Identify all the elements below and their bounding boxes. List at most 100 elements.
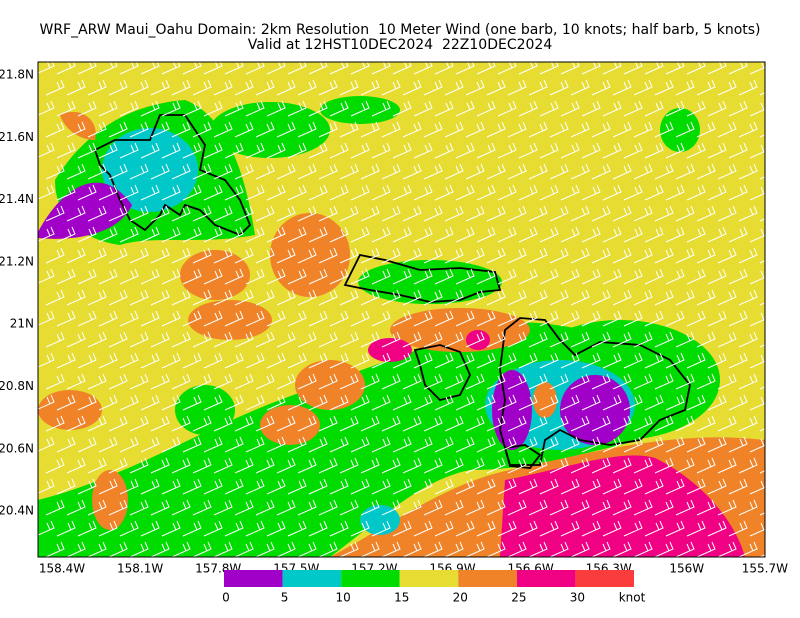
wind-barb [549, 121, 569, 138]
wind-barb [497, 184, 517, 201]
wind-barb [591, 541, 611, 557]
wind-barb [707, 394, 727, 411]
wind-barb [612, 163, 632, 180]
wind-speed-region [102, 128, 198, 212]
wind-barb [392, 226, 412, 243]
colorbar-label: 30 [570, 591, 585, 605]
wind-barb [87, 415, 107, 432]
wind-barb [287, 184, 307, 201]
wind-barb [644, 184, 664, 201]
wind-barb [518, 352, 538, 369]
wind-barb [171, 541, 191, 557]
wind-barb [360, 541, 380, 557]
wind-barb [665, 394, 685, 411]
wind-barb [140, 184, 160, 201]
wind-barb [150, 289, 170, 306]
wind-barb [161, 184, 181, 201]
wind-barb [360, 373, 380, 390]
wind-barb [707, 142, 727, 159]
wind-barb [644, 226, 664, 243]
wind-barb [602, 436, 622, 453]
wind-barb [192, 205, 212, 222]
wind-barb [287, 436, 307, 453]
wind-barb [612, 205, 632, 222]
wind-barb [371, 184, 391, 201]
wind-barb [781, 500, 799, 515]
wind-barb [612, 247, 632, 264]
wind-barb [161, 142, 181, 159]
wind-barb [749, 395, 765, 411]
wind-barb [518, 100, 538, 117]
wind-barb [497, 436, 517, 453]
wind-barb [675, 415, 695, 432]
x-tick-label: 158.4W [39, 562, 85, 576]
wind-barb [455, 184, 475, 201]
wind-barb [38, 352, 55, 368]
wind-barb [119, 226, 139, 243]
wind-barb [771, 227, 789, 242]
wind-barb [287, 142, 307, 159]
wind-barb [161, 226, 181, 243]
wind-barb [591, 457, 611, 474]
wind-barb [276, 331, 296, 348]
wind-barb [455, 436, 475, 453]
wind-barb [612, 331, 632, 348]
wind-speed-region [60, 111, 96, 140]
wind-barb [129, 415, 149, 432]
wind-barb [150, 205, 170, 222]
wind-barb [560, 436, 580, 453]
wind-barb [266, 394, 286, 411]
wind-barb [686, 100, 706, 117]
wind-barb [381, 457, 401, 474]
wind-barb [434, 268, 454, 285]
kahoolawe [503, 444, 542, 469]
wind-barb [45, 79, 65, 96]
wind-barb [413, 436, 433, 453]
wind-barb [402, 541, 422, 557]
wind-barb [203, 142, 223, 159]
wind-barb [497, 520, 517, 537]
wind-barb [119, 394, 139, 411]
wind-barb [98, 142, 118, 159]
wind-speed-region [500, 455, 745, 557]
wind-barb [140, 268, 160, 285]
wind-barb [255, 247, 275, 264]
wind-barb [654, 247, 674, 264]
wind-barb [717, 415, 737, 432]
wind-barb [707, 310, 727, 327]
wind-barb [45, 499, 65, 516]
wind-barb [528, 457, 548, 474]
wind-barb [182, 142, 202, 159]
y-tick-label: 21.2N [0, 254, 34, 268]
wind-barb [455, 394, 475, 411]
wind-barb [675, 163, 695, 180]
wind-barb [45, 373, 65, 390]
wind-barb [66, 415, 86, 432]
wind-barb [602, 394, 622, 411]
wind-barb [329, 226, 349, 243]
wind-barb [717, 163, 737, 180]
x-tick-label: 156W [669, 562, 704, 576]
wind-barb [654, 331, 674, 348]
wind-barb [297, 331, 317, 348]
wind-barb [507, 499, 527, 516]
wind-barb [255, 79, 275, 96]
wind-barb [266, 268, 286, 285]
wind-barb [119, 352, 139, 369]
wind-barb [98, 394, 118, 411]
wind-barb [602, 268, 622, 285]
wind-barb [234, 205, 254, 222]
wind-barb [360, 247, 380, 264]
wind-barb [140, 100, 160, 117]
wind-barb [781, 542, 799, 557]
wind-barb [129, 289, 149, 306]
wind-barb [45, 163, 65, 180]
wind-barb [234, 373, 254, 390]
wind-barb [224, 142, 244, 159]
y-tick-label: 21.4N [0, 192, 34, 206]
wind-barb [738, 331, 758, 348]
wind-barb [476, 478, 496, 495]
wind-barb [150, 79, 170, 96]
wind-barb [119, 520, 139, 537]
wind-barb [539, 142, 559, 159]
